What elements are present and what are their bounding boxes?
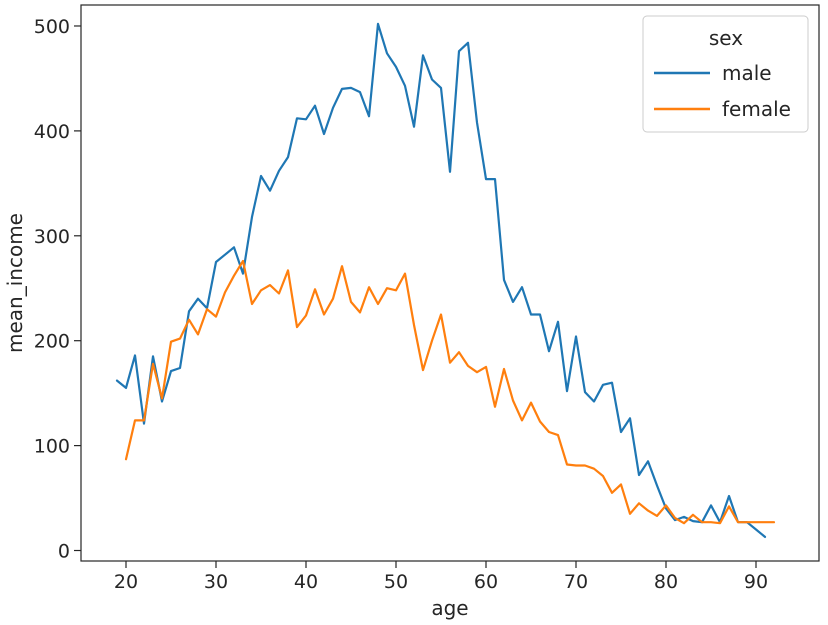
plot-frame: [80, 4, 820, 562]
x-tick-label: 30: [204, 571, 228, 593]
y-tick-label: 500: [34, 16, 70, 38]
x-tick-label: 70: [564, 571, 588, 593]
legend-title: sex: [709, 26, 743, 50]
legend-label-male: male: [722, 61, 772, 85]
x-axis-ticks: 20 30 40 50 60 70 80 90: [114, 561, 768, 593]
x-tick-label: 80: [654, 571, 678, 593]
series-line-female: [124, 259, 776, 525]
y-axis-title: mean_income: [3, 213, 27, 353]
legend-label-female: female: [722, 97, 791, 121]
x-tick-label: 20: [114, 571, 138, 593]
x-axis-title: age: [431, 596, 468, 620]
y-tick-label: 300: [34, 226, 70, 248]
y-tick-label: 400: [34, 121, 70, 143]
y-tick-label: 0: [58, 541, 70, 563]
series-lines: [115, 22, 776, 539]
legend-box: [642, 15, 809, 133]
x-tick-label: 40: [294, 571, 318, 593]
x-tick-label: 50: [384, 571, 408, 593]
legend: sex male female: [642, 15, 809, 133]
x-tick-label: 90: [744, 571, 768, 593]
y-tick-label: 200: [34, 331, 70, 353]
x-tick-label: 60: [474, 571, 498, 593]
y-tick-label: 100: [34, 436, 70, 458]
series-line-male: [115, 22, 767, 539]
y-axis-ticks: 0 100 200 300 400 500: [34, 16, 81, 563]
